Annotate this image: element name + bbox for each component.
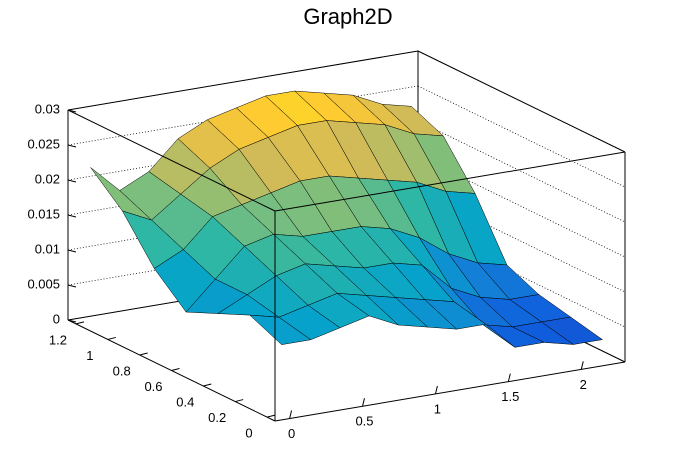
x-tick [507,373,511,382]
y-tick [139,352,148,356]
box-edge [274,151,626,212]
x-tick-label: 0.5 [355,414,373,429]
y-tick [171,368,180,371]
x-tick [362,398,365,407]
surface-cell [249,314,312,345]
y-tick-label: 1.2 [49,332,67,347]
y-tick-label: 0.6 [144,379,162,394]
box-edge [417,50,626,153]
z-tick-label: 0 [53,311,60,326]
y-tick [266,414,276,418]
z-tick [67,284,77,288]
x-tick-label: 1.5 [501,389,519,404]
x-tick [434,385,438,395]
z-tick [67,249,77,253]
z-tick [67,179,77,183]
y-tick-label: 0 [245,426,252,441]
y-tick-label: 0.2 [208,410,226,425]
y-tick [203,383,212,387]
x-tick [289,410,293,419]
z-tick-label: 0.01 [35,241,60,256]
chart-title: Graph2D [303,4,392,29]
x-tick-label: 0 [288,426,295,441]
z-tick-label: 0.015 [27,206,60,221]
z-tick-label: 0.02 [35,171,60,186]
z-tick-label: 0.03 [35,101,60,116]
z-tick [67,319,77,323]
box-edge [67,50,419,111]
z-tick-label: 0.025 [27,136,60,151]
box-edge [274,361,626,422]
y-tick-label: 0.4 [176,394,194,409]
x-tick-label: 2 [580,377,587,392]
y-tick-label: 0.8 [113,363,131,378]
y-tick [75,321,85,325]
box-edge [67,109,276,212]
y-tick [235,399,244,403]
z-tick [67,144,77,148]
y-tick-label: 1 [86,348,93,363]
z-tick-label: 0.005 [27,276,60,291]
y-tick [107,336,116,340]
z-tick [67,214,77,218]
x-tick-label: 1 [434,401,441,416]
z-tick [67,109,77,113]
x-tick [580,361,584,370]
